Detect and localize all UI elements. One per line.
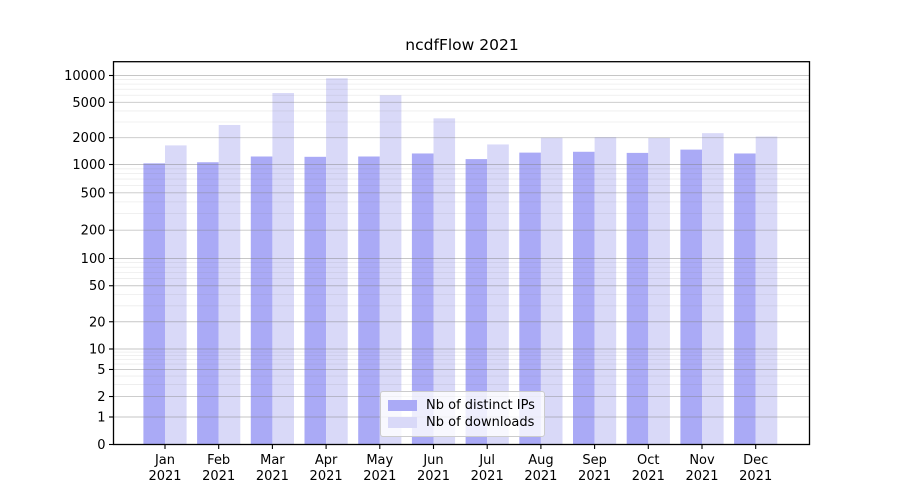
bar-downloads-dec (755, 136, 778, 445)
bar-distinct-ips-aug (519, 152, 541, 445)
x-tick-label-year: 2021 (685, 469, 718, 484)
legend-swatch-downloads (388, 417, 417, 428)
legend: Nb of distinct IPs Nb of downloads (380, 391, 545, 437)
legend-swatch-distinct-ips (388, 400, 417, 411)
y-tick-label: 500 (81, 186, 106, 201)
y-tick-label: 0 (97, 438, 105, 453)
x-tick-label-year: 2021 (739, 469, 772, 484)
x-tick-label-month: Apr (315, 453, 338, 468)
x-tick-label-month: Aug (528, 453, 553, 468)
bar-distinct-ips-jul (465, 159, 488, 445)
x-tick-label-month: Jan (154, 453, 175, 468)
bar-downloads-feb (218, 124, 241, 445)
bar-downloads-oct (648, 137, 670, 445)
y-tick-label: 5000 (72, 96, 105, 111)
y-tick-label: 2000 (72, 131, 105, 146)
plot-border (112, 61, 811, 446)
y-tick-label: 10000 (64, 69, 105, 84)
y-tick-label: 1000 (72, 158, 105, 173)
x-tick-label-year: 2021 (256, 469, 289, 484)
bar-downloads-nov (702, 133, 724, 445)
y-tick-label: 1 (97, 411, 105, 426)
x-tick-label-month: Dec (743, 453, 768, 468)
y-tick-label: 5 (97, 363, 105, 378)
y-tick-label: 50 (89, 279, 106, 294)
legend-label-distinct-ips: Nb of distinct IPs (426, 398, 535, 413)
bar-downloads-jan (165, 145, 187, 445)
y-tick-label: 2 (97, 390, 105, 405)
bar-distinct-ips-nov (680, 149, 702, 445)
legend-item-distinct-ips: Nb of distinct IPs (388, 399, 536, 412)
y-tick-label: 200 (81, 224, 106, 239)
bar-distinct-ips-jan (143, 163, 165, 445)
bar-distinct-ips-apr (304, 156, 327, 445)
x-tick-label-year: 2021 (148, 469, 181, 484)
bar-distinct-ips-may (358, 156, 380, 445)
x-tick-label-year: 2021 (578, 469, 611, 484)
x-tick-label-year: 2021 (417, 469, 450, 484)
x-tick-label-year: 2021 (310, 469, 343, 484)
x-tick-label-month: Mar (260, 453, 285, 468)
bar-downloads-mar (272, 93, 294, 445)
y-tick-label: 10 (89, 343, 106, 358)
bar-distinct-ips-mar (250, 156, 273, 445)
x-tick-label-year: 2021 (632, 469, 665, 484)
x-tick-label-month: Jun (422, 453, 443, 468)
x-tick-label-month: May (366, 453, 393, 468)
x-tick-label-year: 2021 (363, 469, 396, 484)
bar-distinct-ips-feb (197, 162, 219, 445)
x-tick-label-month: Oct (637, 453, 659, 468)
x-tick-label-year: 2021 (202, 469, 235, 484)
x-tick-label-month: Jul (478, 453, 495, 468)
x-tick-label-year: 2021 (524, 469, 557, 484)
bar-downloads-jul (487, 144, 509, 445)
bar-downloads-sep (594, 137, 617, 445)
x-tick-label-month: Nov (689, 453, 715, 468)
bar-downloads-aug (540, 137, 563, 445)
bar-downloads-may (379, 95, 402, 445)
bar-distinct-ips-dec (734, 153, 756, 445)
bar-distinct-ips-oct (626, 152, 649, 445)
x-tick-label-month: Sep (582, 453, 607, 468)
bar-distinct-ips-jun (411, 153, 434, 445)
y-tick-label: 20 (89, 315, 106, 330)
bar-downloads-apr (326, 78, 348, 445)
x-tick-label-month: Feb (207, 453, 230, 468)
y-tick-label: 100 (81, 252, 106, 267)
chart-title: ncdfFlow 2021 (405, 36, 519, 54)
bar-distinct-ips-sep (573, 151, 595, 445)
x-tick-label-year: 2021 (471, 469, 504, 484)
legend-item-downloads: Nb of downloads (388, 416, 536, 429)
bar-downloads-jun (433, 118, 456, 445)
legend-label-downloads: Nb of downloads (426, 415, 535, 430)
